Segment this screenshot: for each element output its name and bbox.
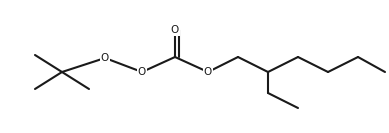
Text: O: O [204, 67, 212, 77]
Text: O: O [138, 67, 146, 77]
Text: O: O [101, 53, 109, 63]
Text: O: O [171, 25, 179, 35]
